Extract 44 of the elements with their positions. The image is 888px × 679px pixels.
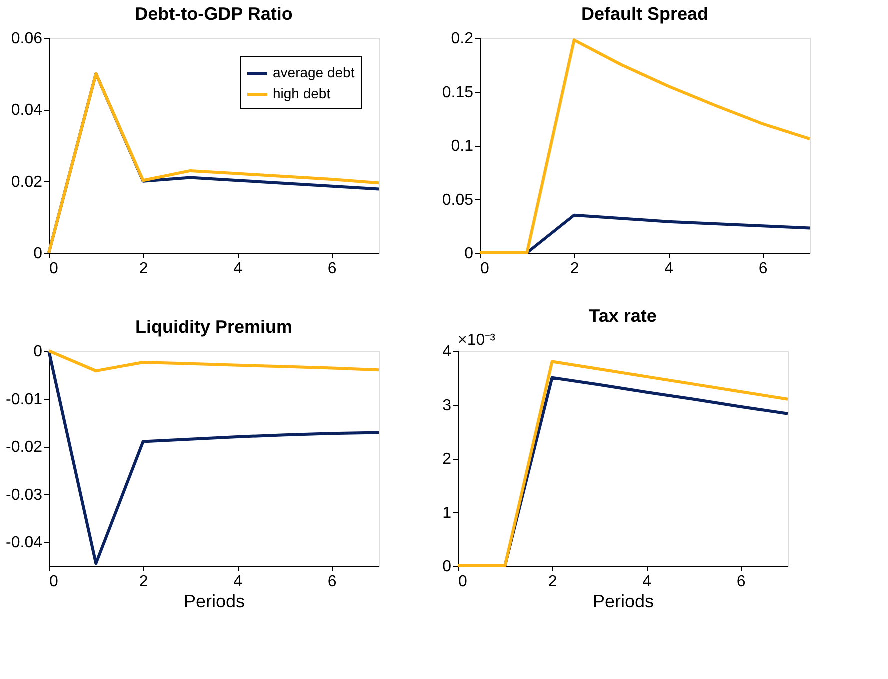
- y-tick-label: -0.03: [6, 486, 43, 504]
- chart-title: Liquidity Premium: [135, 317, 293, 337]
- line-series: [48, 350, 380, 373]
- x-axis-title: Periods: [592, 592, 654, 612]
- y-tick-label: 0: [34, 344, 43, 360]
- x-tick-label: 6: [328, 574, 337, 590]
- chart-title: Debt-to-GDP Ratio: [135, 4, 293, 24]
- y-tick-label: 3: [442, 397, 452, 414]
- x-tick-label: 2: [139, 260, 148, 278]
- x-tick-label: 2: [548, 574, 558, 590]
- x-tick-label: 0: [50, 574, 58, 590]
- x-tick-label: 4: [234, 574, 243, 590]
- chart-title: Default Spread: [581, 4, 709, 24]
- y-tick-label: 0: [464, 246, 474, 262]
- x-axis-title: Periods: [184, 592, 246, 612]
- x-tick-label: 6: [328, 260, 337, 278]
- x-tick-label: 0: [50, 260, 58, 278]
- x-tick-label: 2: [139, 574, 148, 590]
- y-tick-label: -0.01: [6, 391, 43, 408]
- y-tick-label: 0.04: [11, 102, 43, 120]
- y-tick-label: 2: [442, 451, 452, 468]
- y-tick-label: 0.2: [451, 30, 474, 48]
- x-tick-label: 4: [642, 574, 652, 590]
- y-tick-label: 0.1: [451, 138, 474, 155]
- x-tick-label: 4: [234, 260, 243, 278]
- y-tick-label: 4: [442, 344, 452, 360]
- x-tick-label: 0: [480, 260, 490, 278]
- x-tick-label: 6: [758, 260, 768, 278]
- x-tick-label: 2: [570, 260, 580, 278]
- y-tick-label: -0.02: [6, 439, 43, 456]
- x-tick-label: 6: [736, 574, 746, 590]
- legend-label: high debt: [273, 86, 331, 102]
- y-tick-label: 1: [442, 504, 452, 522]
- chart-title: Tax rate: [589, 306, 657, 326]
- x-tick-label: 4: [664, 260, 674, 278]
- text: ×10⁻³: [458, 332, 496, 349]
- y-tick-label: 0: [34, 246, 43, 262]
- y-tick-label: 0: [442, 558, 452, 576]
- y-tick-label: 0.05: [442, 192, 474, 209]
- y-tick-label: -0.04: [6, 534, 43, 552]
- legend-label: average debt: [273, 64, 355, 80]
- y-tick-label: 0.06: [11, 30, 43, 48]
- y-tick-label: 0.02: [11, 174, 43, 191]
- y-tick-label: 0.15: [442, 84, 474, 102]
